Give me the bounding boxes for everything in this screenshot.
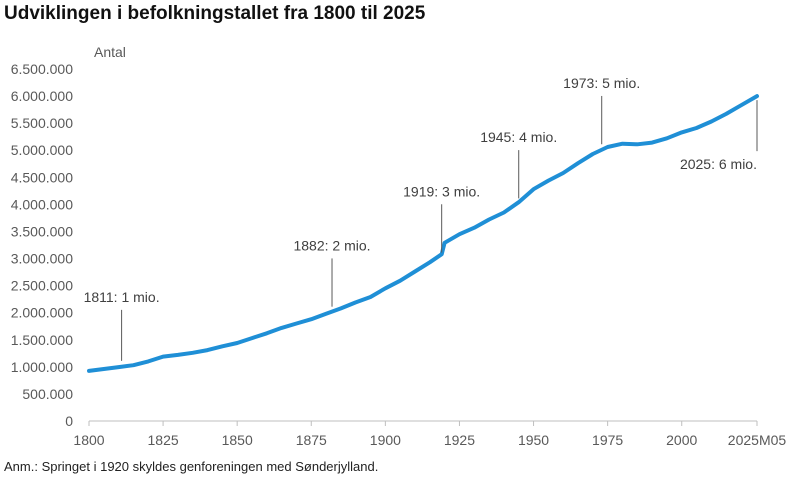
annotation-label: 1945: 4 mio.	[480, 129, 557, 145]
x-tick-label: 1925	[444, 432, 475, 448]
x-tick-label: 2025M05	[728, 432, 787, 448]
y-tick-label: 3.000.000	[11, 251, 73, 267]
x-tick-label: 1825	[148, 432, 179, 448]
y-tick-label: 6.500.000	[11, 61, 73, 77]
annotation-label: 1973: 5 mio.	[563, 75, 640, 91]
y-axis-ticks: 0 500.000 1.000.000 1.500.000 2.000.000 2.500…	[11, 61, 74, 429]
y-tick-label: 5.500.000	[11, 115, 73, 131]
chart-title: Udviklingen i befolkningstallet fra 1800…	[4, 3, 426, 24]
y-tick-label: 4.500.000	[11, 169, 73, 185]
x-tick-label: 1800	[73, 432, 104, 448]
y-tick-label: 6.000.000	[11, 88, 73, 104]
annotation-label: 2025: 6 mio.	[680, 156, 757, 172]
population-series	[87, 94, 759, 373]
x-tick-label: 1875	[296, 432, 327, 448]
y-tick-label: 1.000.000	[11, 359, 73, 375]
y-tick-label: 0	[65, 413, 73, 429]
x-tick-label: 2000	[666, 432, 697, 448]
footnote: Anm.: Springet i 1920 skyldes genforenin…	[4, 459, 379, 474]
y-tick-label: 2.500.000	[11, 278, 73, 294]
annotation-label: 1811: 1 mio.	[84, 289, 160, 305]
x-tick-label: 1950	[518, 432, 549, 448]
milestone-annotations: 1811: 1 mio. 1882: 2 mio. 1919: 3 mio. 1945…	[84, 75, 758, 361]
x-tick-label: 1975	[592, 432, 623, 448]
y-axis-label: Antal	[94, 44, 126, 60]
y-tick-label: 5.000.000	[11, 142, 73, 158]
x-axis-ticks: 1800 1825 1850 1875 1900 1925 1950 1975 2000 2025…	[73, 421, 786, 448]
x-tick-label: 1900	[370, 432, 401, 448]
y-tick-label: 3.500.000	[11, 223, 73, 239]
y-tick-label: 1.500.000	[11, 332, 73, 348]
x-tick-label: 1850	[222, 432, 253, 448]
y-tick-label: 4.000.000	[11, 196, 73, 212]
y-tick-label: 500.000	[22, 386, 73, 402]
annotation-label: 1919: 3 mio.	[403, 183, 480, 199]
population-line	[87, 94, 759, 373]
annotation-label: 1882: 2 mio.	[293, 237, 370, 253]
y-tick-label: 2.000.000	[11, 305, 73, 321]
